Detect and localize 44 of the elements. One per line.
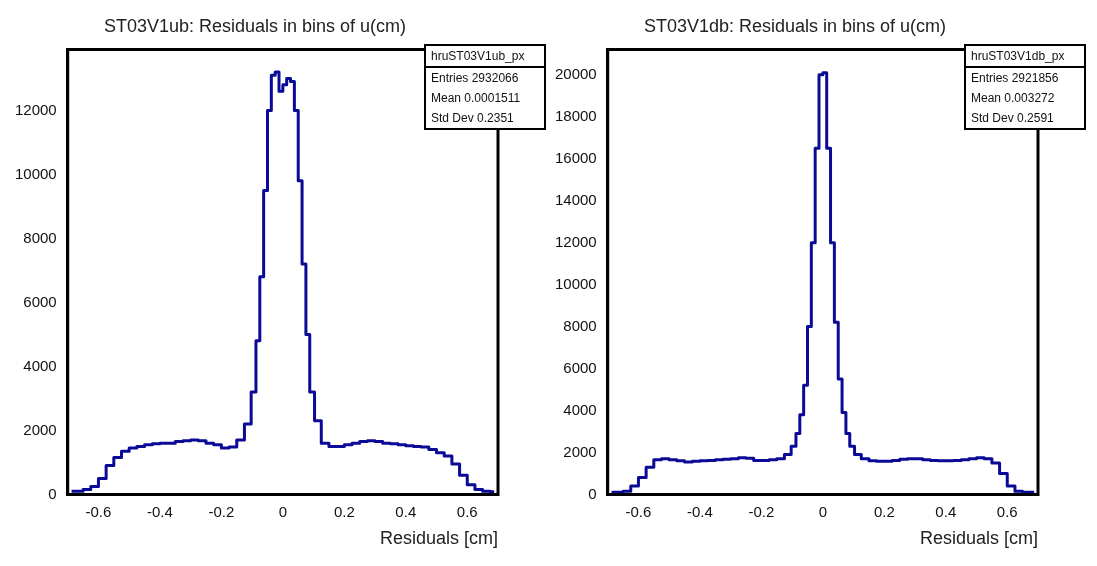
x-tick-label: 0.4 — [395, 502, 417, 520]
x-tick-label: 0 — [818, 502, 828, 520]
x-tick-label: 0.4 — [935, 502, 957, 520]
x-tick-label: 0.6 — [456, 502, 478, 520]
y-tick-label: 10000 — [14, 164, 57, 182]
annotation: hruST03V1ub_px — [426, 46, 544, 68]
x-tick-label: 0.2 — [333, 502, 355, 520]
y-tick-label: 14000 — [554, 190, 597, 208]
x-tick-label: -0.6 — [85, 502, 112, 520]
annotation: Entries 2921856 — [970, 70, 1060, 87]
annotation: Std Dev 0.2351 — [430, 110, 515, 127]
annotation: Mean 0.0001511 — [430, 90, 522, 107]
annotation: hruST03V1db_px — [966, 46, 1084, 68]
annotation: Std Dev 0.2591 — [970, 110, 1055, 127]
x-tick-label: -0.6 — [625, 502, 652, 520]
chart-title: ST03V1ub: Residuals in bins of u(cm) — [103, 15, 407, 36]
y-tick-label: 0 — [588, 484, 597, 502]
y-tick-label: 4000 — [563, 400, 597, 418]
y-tick-label: 6000 — [23, 292, 57, 310]
y-tick-label: 8000 — [563, 316, 597, 334]
y-tick-label: 6000 — [563, 358, 597, 376]
y-tick-label: 2000 — [563, 442, 597, 460]
y-tick-label: 10000 — [554, 274, 597, 292]
x-axis-title: Residuals [cm] — [379, 528, 498, 549]
x-tick-label: -0.2 — [748, 502, 775, 520]
y-tick-label: 2000 — [23, 420, 57, 438]
annotation: Mean 0.003272 — [970, 90, 1056, 107]
y-tick-label: 12000 — [14, 100, 57, 118]
x-tick-label: -0.4 — [146, 502, 173, 520]
x-axis-title: Residuals [cm] — [919, 528, 1038, 549]
y-tick-label: 12000 — [554, 232, 597, 250]
y-tick-label: 4000 — [23, 356, 57, 374]
x-tick-label: -0.2 — [208, 502, 235, 520]
y-tick-label: 20000 — [554, 64, 597, 82]
x-tick-label: 0.6 — [996, 502, 1018, 520]
annotation: Entries 2932066 — [430, 70, 520, 87]
y-tick-label: 16000 — [554, 148, 597, 166]
y-tick-label: 18000 — [554, 106, 597, 124]
x-tick-label: -0.4 — [686, 502, 713, 520]
x-tick-label: 0 — [278, 502, 288, 520]
chart-title: ST03V1db: Residuals in bins of u(cm) — [643, 15, 947, 36]
y-tick-label: 0 — [48, 484, 57, 502]
y-tick-label: 8000 — [23, 228, 57, 246]
x-tick-label: 0.2 — [873, 502, 895, 520]
